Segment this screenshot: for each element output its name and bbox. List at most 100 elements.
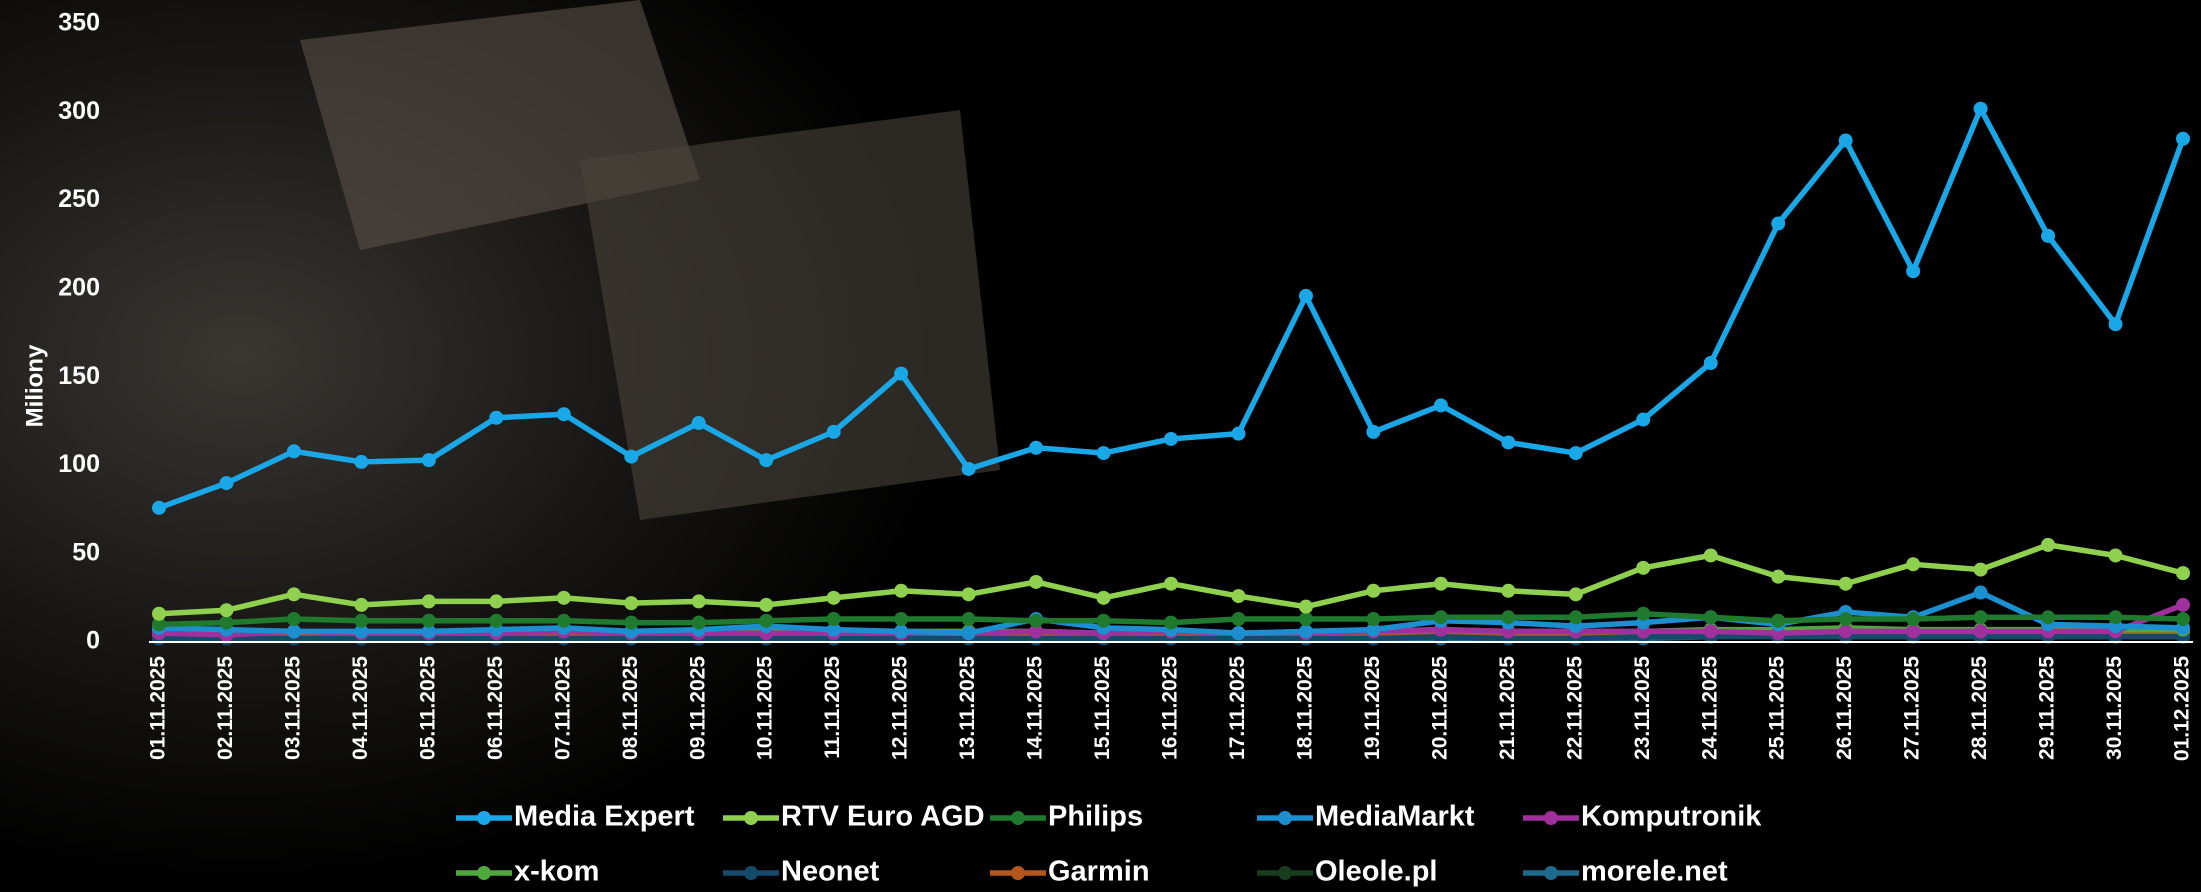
legend-label: Oleole.pl (1315, 856, 1437, 887)
data-point (961, 587, 976, 602)
photo-box (580, 110, 1000, 520)
data-point (624, 596, 639, 611)
data-point (489, 410, 504, 425)
data-point (1096, 613, 1111, 628)
x-tick-label: 26.11.2025 (1833, 656, 1856, 760)
data-point (1838, 624, 1853, 639)
legend-marker (1278, 866, 1292, 880)
legend-marker (1544, 811, 1558, 825)
x-tick-label: 09.11.2025 (686, 656, 709, 760)
data-point (1906, 264, 1921, 279)
data-point (1501, 435, 1516, 450)
data-point (219, 603, 234, 618)
data-point (152, 606, 166, 621)
y-tick-label: 250 (58, 185, 100, 213)
legend-marker (477, 866, 491, 880)
data-point (2041, 537, 2056, 552)
x-tick-label: 25.11.2025 (1766, 656, 1789, 760)
data-point (286, 444, 301, 459)
data-point (1973, 101, 1988, 116)
data-point (1231, 589, 1246, 604)
data-point (1366, 612, 1381, 627)
data-point (759, 597, 774, 612)
data-point (1568, 446, 1583, 461)
x-tick-label: 17.11.2025 (1226, 656, 1249, 760)
data-point (1366, 622, 1381, 637)
data-point (1029, 624, 1044, 639)
x-tick-label: 04.11.2025 (349, 656, 372, 760)
data-point (1838, 612, 1853, 627)
legend-marker (477, 811, 491, 825)
data-point (1096, 590, 1111, 605)
data-point (1298, 612, 1313, 627)
x-tick-label: 24.11.2025 (1698, 656, 1721, 760)
data-point (1973, 585, 1988, 600)
data-point (1771, 569, 1786, 584)
data-point (894, 583, 909, 598)
legend-marker (744, 866, 758, 880)
data-point (1771, 613, 1786, 628)
legend-marker (1278, 811, 1292, 825)
data-point (1298, 288, 1313, 303)
x-tick-label: 27.11.2025 (1901, 656, 1924, 760)
data-point (2108, 548, 2123, 563)
data-point (1433, 610, 1448, 625)
x-tick-label: 21.11.2025 (1496, 656, 1519, 760)
data-point (1771, 216, 1786, 231)
y-tick-label: 100 (58, 450, 100, 478)
data-point (152, 617, 166, 632)
y-tick-label: 350 (58, 9, 100, 37)
data-point (286, 612, 301, 627)
data-point (1366, 583, 1381, 598)
data-point (691, 594, 706, 609)
data-point (826, 622, 841, 637)
y-tick-label: 50 (72, 538, 100, 566)
x-tick-label: 19.11.2025 (1361, 656, 1384, 760)
data-point (759, 613, 774, 628)
data-point (1029, 440, 1044, 455)
x-tick-label: 05.11.2025 (416, 656, 439, 760)
legend-marker (1011, 811, 1025, 825)
data-point (286, 624, 301, 639)
data-point (624, 615, 639, 630)
legend-label: Garmin (1048, 856, 1150, 887)
data-point (1973, 562, 1988, 577)
x-tick-label: 01.11.2025 (147, 656, 170, 760)
data-point (826, 424, 841, 439)
x-tick-label: 13.11.2025 (956, 656, 979, 760)
data-point (691, 416, 706, 431)
legend-marker (1544, 866, 1558, 880)
data-point (1433, 576, 1448, 591)
data-point (2176, 566, 2190, 581)
data-point (1906, 624, 1921, 639)
x-tick-label: 22.11.2025 (1563, 656, 1586, 760)
data-point (1568, 587, 1583, 602)
legend-label: Philips (1048, 801, 1143, 833)
data-point (894, 366, 909, 381)
x-tick-label: 08.11.2025 (619, 656, 642, 760)
data-point (1298, 624, 1313, 639)
data-point (1636, 606, 1651, 621)
data-point (1096, 446, 1111, 461)
data-point (2108, 610, 2123, 625)
x-tick-label: 11.11.2025 (821, 656, 844, 759)
x-tick-label: 07.11.2025 (551, 656, 574, 760)
x-tick-label: 10.11.2025 (754, 656, 777, 760)
data-point (691, 615, 706, 630)
data-point (421, 624, 436, 639)
data-point (1501, 583, 1516, 598)
x-tick-label: 15.11.2025 (1091, 656, 1114, 760)
data-point (1501, 610, 1516, 625)
x-tick-label: 12.11.2025 (889, 656, 912, 760)
data-point (2041, 228, 2056, 243)
data-point (556, 590, 571, 605)
legend-marker (744, 811, 758, 825)
data-point (2041, 610, 2056, 625)
data-point (826, 612, 841, 627)
data-point (354, 624, 369, 639)
legend-label: morele.net (1581, 856, 1728, 887)
data-point (1231, 612, 1246, 627)
legend-label: Komputronik (1581, 801, 1762, 833)
data-point (894, 624, 909, 639)
data-point (2176, 597, 2190, 612)
